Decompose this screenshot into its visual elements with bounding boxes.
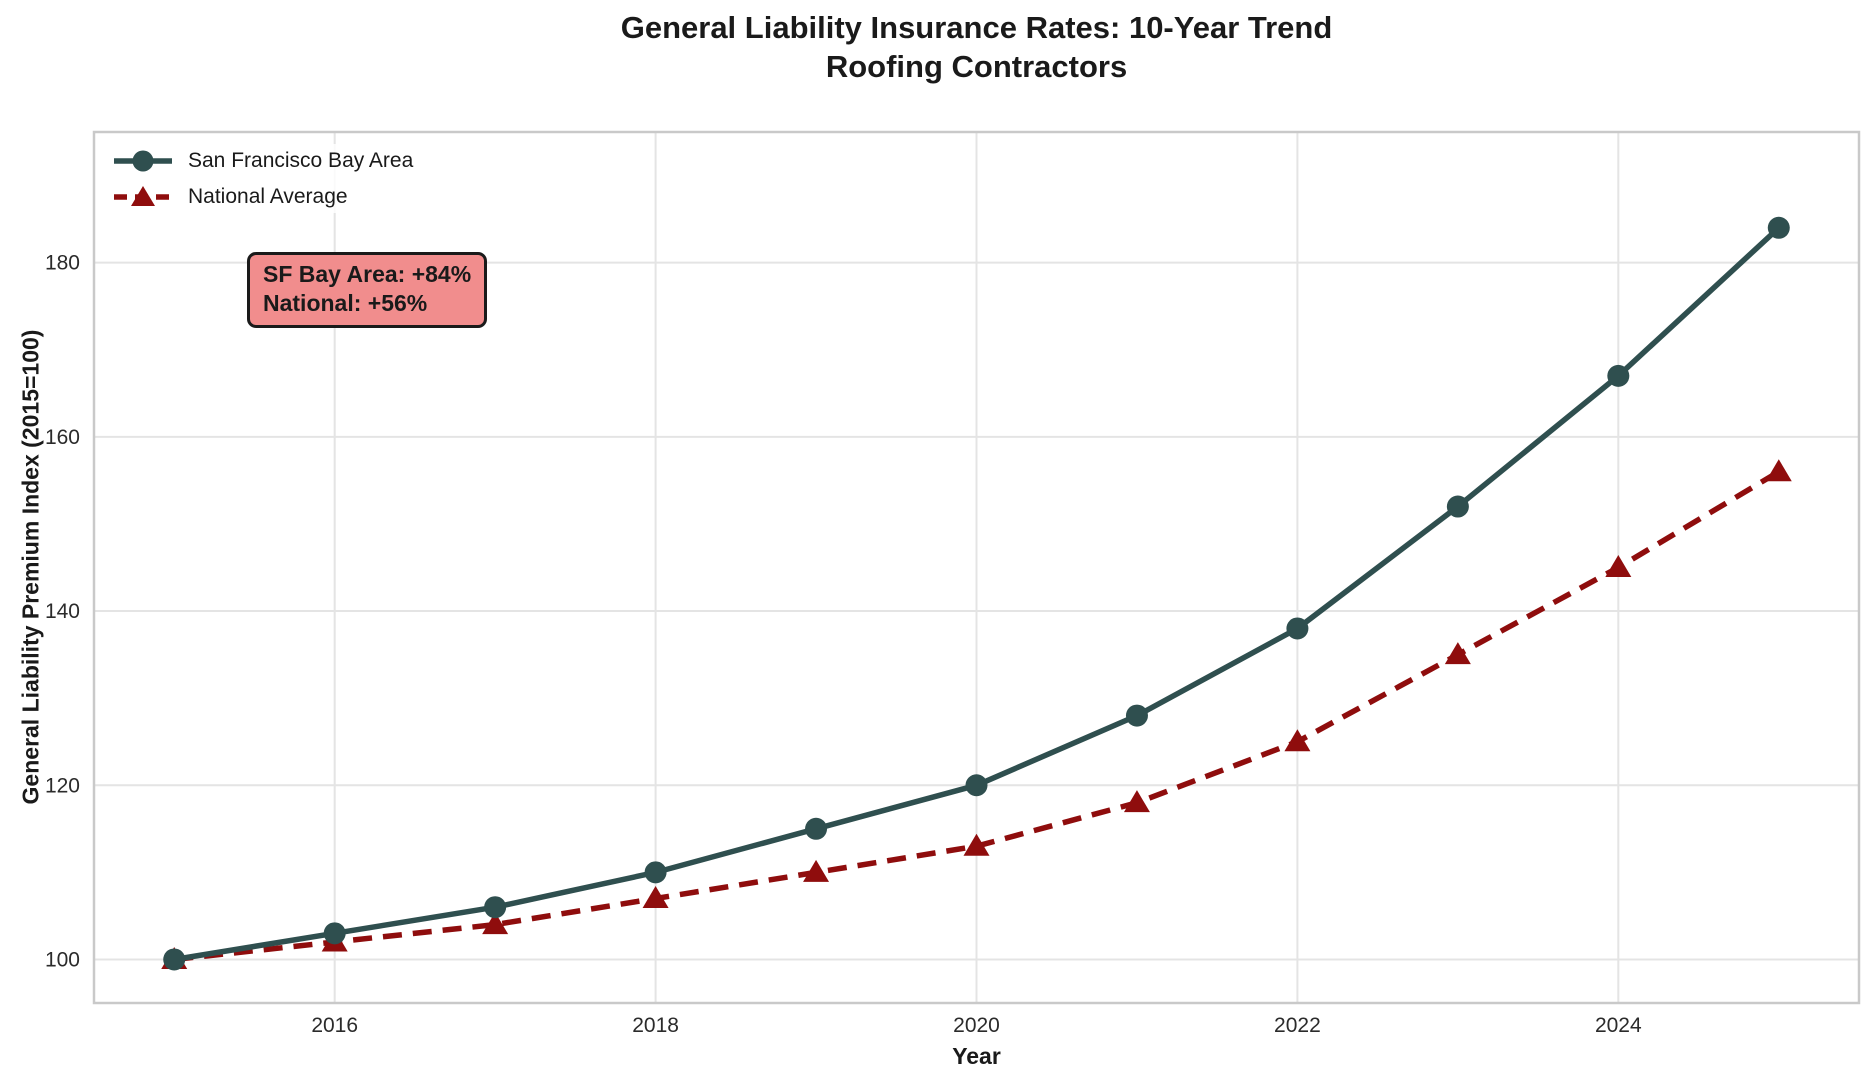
legend-item-national-average: National Average [112,182,413,211]
national-line-marker-icon [114,185,172,206]
data-point-marker-san-francisco-bay-area [1446,495,1469,518]
data-point-marker-san-francisco-bay-area [644,861,667,884]
legend: San Francisco Bay Area National Average [110,144,424,213]
growth-annotation: SF Bay Area: +84% National: +56% [247,252,488,328]
chart-title-line2: Roofing Contractors [825,49,1128,84]
data-point-marker-san-francisco-bay-area [1607,364,1630,387]
data-point-marker-san-francisco-bay-area [484,896,507,919]
data-point-marker-national-average [1284,729,1311,752]
data-point-marker-national-average [482,912,509,935]
data-point-marker-san-francisco-bay-area [163,948,186,971]
data-point-marker-san-francisco-bay-area [1125,704,1148,727]
y-tick-label: 160 [45,426,80,449]
data-point-marker-national-average [1605,555,1632,577]
plot-border [92,130,1861,1005]
data-point-marker-national-average [642,885,669,908]
x-tick-label: 2024 [1595,1014,1642,1037]
x-tick-label: 2016 [311,1014,358,1037]
data-point-marker-san-francisco-bay-area [805,817,828,840]
x-tick-label: 2018 [632,1014,679,1037]
legend-sample-marker-national-average [131,185,155,206]
data-point-marker-san-francisco-bay-area [323,922,346,945]
sf-line-marker-icon [114,150,172,171]
data-point-marker-san-francisco-bay-area [1767,216,1790,239]
y-axis-label: General Liability Premium Index (2015=10… [17,329,44,805]
x-tick-label: 2020 [953,1014,1000,1037]
data-point-marker-national-average [1123,790,1150,813]
series-national-average [161,459,1792,969]
data-point-marker-national-average [803,859,830,882]
data-point-marker-national-average [1444,642,1471,665]
annotation-national-growth: National: +56% [263,290,428,316]
legend-label-sf-bay-area: San Francisco Bay Area [188,148,414,172]
x-tick-label: 2022 [1274,1014,1321,1037]
legend-item-sf-bay-area: San Francisco Bay Area [112,146,413,175]
data-point-marker-san-francisco-bay-area [1286,617,1309,640]
y-tick-label: 100 [45,948,80,971]
series-san-francisco-bay-area [163,216,1790,971]
legend-label-national-average: National Average [188,184,348,208]
y-tick-label: 180 [45,252,80,275]
chart-title-line1: General Liability Insurance Rates: 10-Ye… [620,10,1333,45]
data-point-marker-national-average [963,833,990,856]
data-point-marker-national-average [1765,459,1792,482]
data-point-marker-san-francisco-bay-area [965,774,988,797]
annotation-sf-growth: SF Bay Area: +84% [263,261,472,287]
y-tick-label: 140 [45,600,80,623]
x-axis-label: Year [952,1043,1001,1069]
y-tick-label: 120 [45,774,80,797]
chart-title: General Liability Insurance Rates: 10-Ye… [94,8,1859,86]
legend-sample-marker-san-francisco-bay-area [132,150,154,171]
